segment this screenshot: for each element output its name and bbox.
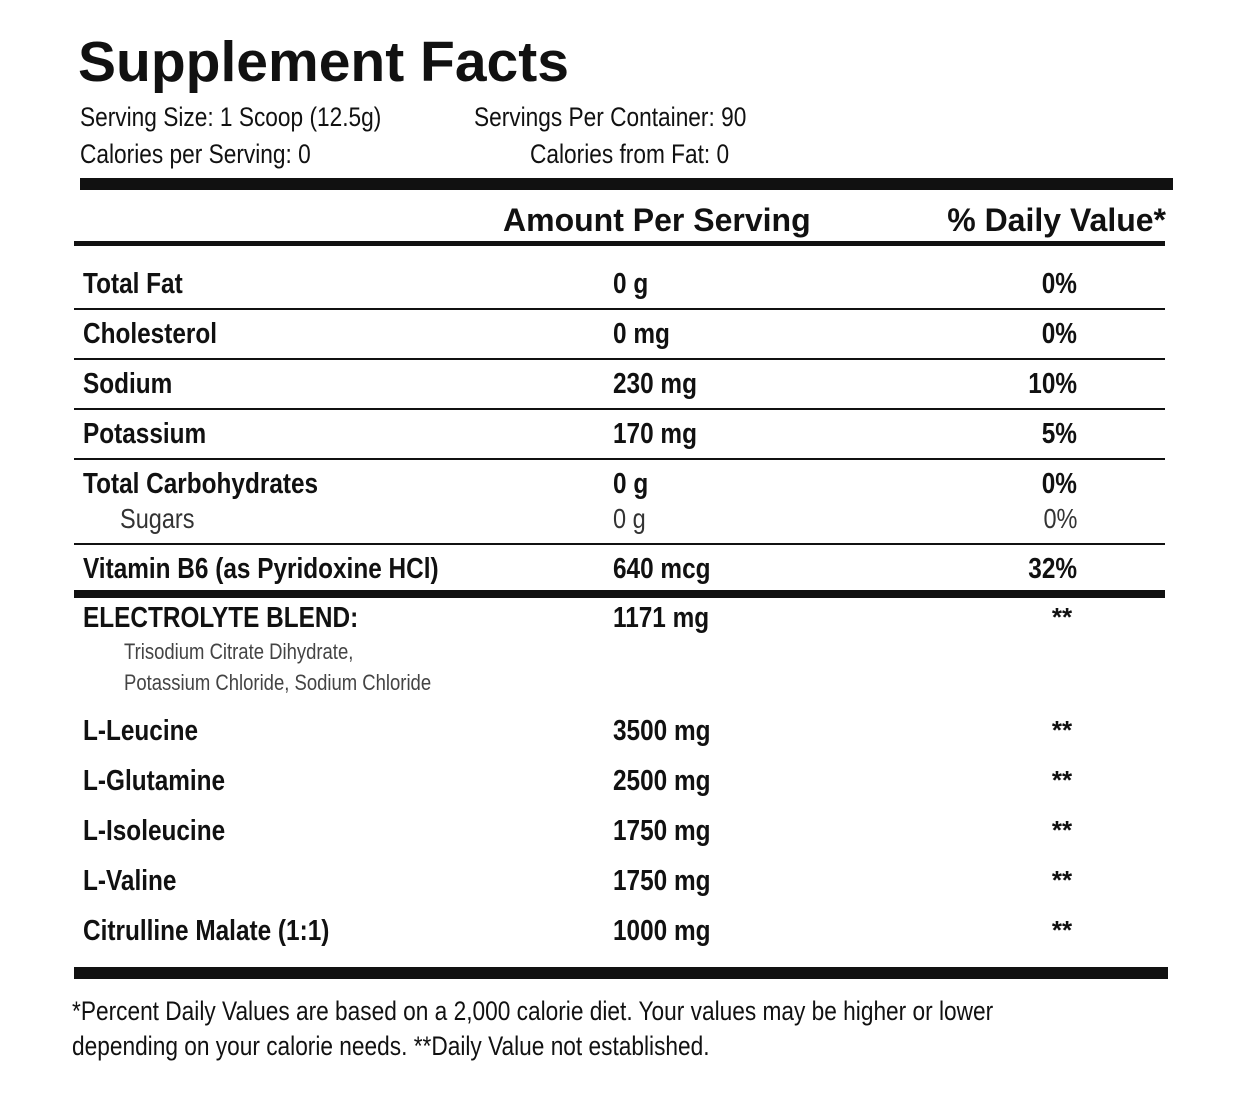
item-name: L-Isoleucine: [83, 814, 226, 847]
item-name: Citrulline Malate (1:1): [83, 914, 330, 947]
item-daily-value: 0%: [1041, 267, 1077, 300]
item-amount: 0 mg: [613, 317, 670, 350]
header-daily-value: % Daily Value*: [947, 202, 1166, 238]
item-daily-value: 0%: [1041, 317, 1077, 350]
item-daily-value: 32%: [1028, 552, 1077, 585]
header-amount: Amount Per Serving: [503, 202, 811, 238]
item-name: Sugars: [120, 503, 195, 534]
item-name: L-Leucine: [83, 714, 199, 747]
item-name: Potassium: [83, 417, 207, 450]
title: Supplement Facts: [78, 30, 569, 94]
item-daily-value: **: [1051, 602, 1073, 632]
item-name: Cholesterol: [83, 317, 218, 350]
item-daily-value: 5%: [1041, 417, 1077, 450]
item-amount: 230 mg: [613, 367, 697, 400]
item-amount: 1171 mg: [613, 601, 710, 634]
item-daily-value: 10%: [1028, 367, 1077, 400]
item-daily-value: 0%: [1041, 467, 1077, 500]
item-name: Sodium: [83, 367, 173, 400]
header-rule: [74, 241, 1165, 246]
thick-rule: [74, 590, 1165, 598]
row-rule: [74, 358, 1165, 360]
footnote: depending on your calorie needs. **Daily…: [72, 1031, 710, 1061]
item-name: Total Fat: [83, 267, 183, 300]
row-rule: [74, 543, 1165, 545]
row-rule: [74, 458, 1165, 460]
item-daily-value: **: [1051, 915, 1073, 945]
item-name: ELECTROLYTE BLEND:: [83, 601, 359, 634]
item-amount: 0 g: [613, 467, 649, 500]
thick-rule: [74, 967, 1168, 979]
item-daily-value: **: [1051, 865, 1073, 895]
thick-rule: [80, 178, 1173, 190]
item-amount: 1750 mg: [613, 814, 711, 847]
item-amount: 0 g: [613, 503, 646, 534]
calories: Calories per Serving: 0: [80, 139, 311, 169]
item-name: Vitamin B6 (as Pyridoxine HCl): [83, 552, 439, 585]
item-name: Total Carbohydrates: [83, 467, 319, 500]
item-daily-value: **: [1051, 765, 1073, 795]
footnote: *Percent Daily Values are based on a 2,0…: [72, 996, 994, 1026]
calories-from-fat: Calories from Fat: 0: [530, 139, 730, 169]
item-name: L-Glutamine: [83, 764, 226, 797]
item-amount: 640 mcg: [613, 552, 711, 585]
item-daily-value: 0%: [1043, 503, 1077, 534]
item-amount: 2500 mg: [613, 764, 711, 797]
item-amount: 170 mg: [613, 417, 697, 450]
item-amount: 0 g: [613, 267, 649, 300]
item-daily-value: **: [1051, 715, 1073, 745]
row-rule: [74, 408, 1165, 410]
servings-per-container: Servings Per Container: 90: [474, 102, 747, 132]
item-amount: 1750 mg: [613, 864, 711, 897]
item-name: L-Valine: [83, 864, 177, 897]
ingredient: Potassium Chloride, Sodium Chloride: [124, 670, 432, 695]
row-rule: [74, 308, 1165, 310]
item-daily-value: **: [1051, 815, 1073, 845]
serving-size: Serving Size: 1 Scoop (12.5g): [80, 102, 382, 132]
item-amount: 3500 mg: [613, 714, 711, 747]
ingredient: Trisodium Citrate Dihydrate,: [124, 639, 354, 664]
item-amount: 1000 mg: [613, 914, 711, 947]
